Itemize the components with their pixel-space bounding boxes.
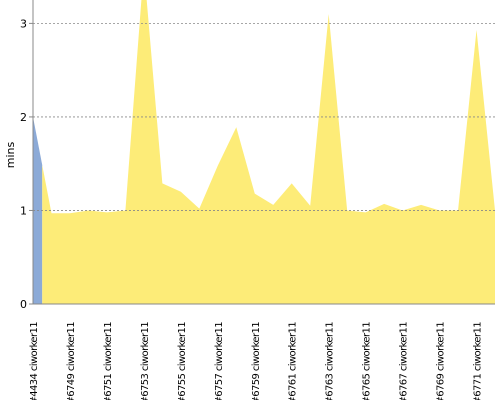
y-tick-label: 0 [20, 298, 27, 311]
y-tick-label: 2 [20, 111, 27, 124]
x-tick-label: #6757 ciworker11 [214, 322, 225, 400]
y-tick-label: 1 [20, 204, 27, 217]
grid [33, 22, 495, 211]
x-tick-label: #6759 ciworker11 [251, 322, 262, 400]
x-tick-label: #6769 ciworker11 [436, 322, 447, 400]
area [42, 0, 495, 304]
x-tick-label: #6749 ciworker11 [66, 322, 77, 400]
x-tick-label: #6763 ciworker11 [325, 322, 336, 400]
plot-area [33, 0, 495, 304]
x-tick-label: #4434 ciworker11 [29, 322, 40, 400]
x-tick-label: #6761 ciworker11 [288, 322, 299, 400]
y-axis-label: mins [4, 141, 17, 168]
x-tick-label: #6765 ciworker11 [362, 322, 373, 400]
x-tick-label: #6771 ciworker11 [473, 322, 484, 400]
x-tick-label: #6767 ciworker11 [399, 322, 410, 400]
x-tick-label: #6755 ciworker11 [177, 322, 188, 400]
x-tick-label: #6753 ciworker11 [140, 322, 151, 400]
y-tick-label: 3 [20, 17, 27, 30]
x-tick-label: #6751 ciworker11 [103, 322, 114, 400]
